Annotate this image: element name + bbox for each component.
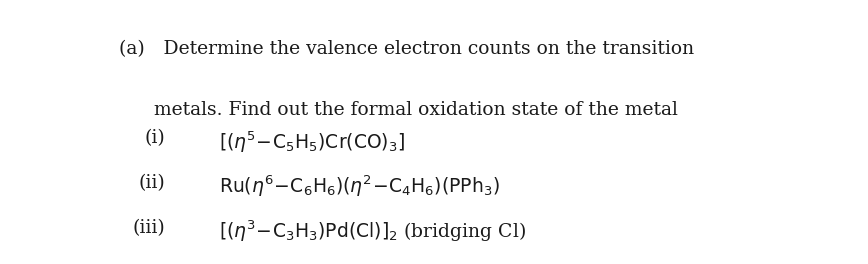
Text: (ii): (ii) [139,174,166,192]
Text: $[(\eta^{5}\!-\!\mathrm{C_5H_5})\mathrm{Cr(CO)_3}]$: $[(\eta^{5}\!-\!\mathrm{C_5H_5})\mathrm{… [220,129,405,155]
Text: (iii): (iii) [133,219,166,237]
Text: (i): (i) [145,129,166,147]
Text: (a) Determine the valence electron counts on the transition: (a) Determine the valence electron count… [119,40,694,58]
Text: metals. Find out the formal oxidation state of the metal: metals. Find out the formal oxidation st… [154,101,677,119]
Text: $\mathrm{Ru}(\eta^{6}\!-\!\mathrm{C_6H_6})(\eta^{2}\!-\!\mathrm{C_4H_6})(\mathrm: $\mathrm{Ru}(\eta^{6}\!-\!\mathrm{C_6H_6… [220,174,500,200]
Text: $[(\eta^{3}\!-\!\mathrm{C_3H_3})\mathrm{Pd(Cl)}]_2$ (bridging Cl): $[(\eta^{3}\!-\!\mathrm{C_3H_3})\mathrm{… [220,219,527,244]
